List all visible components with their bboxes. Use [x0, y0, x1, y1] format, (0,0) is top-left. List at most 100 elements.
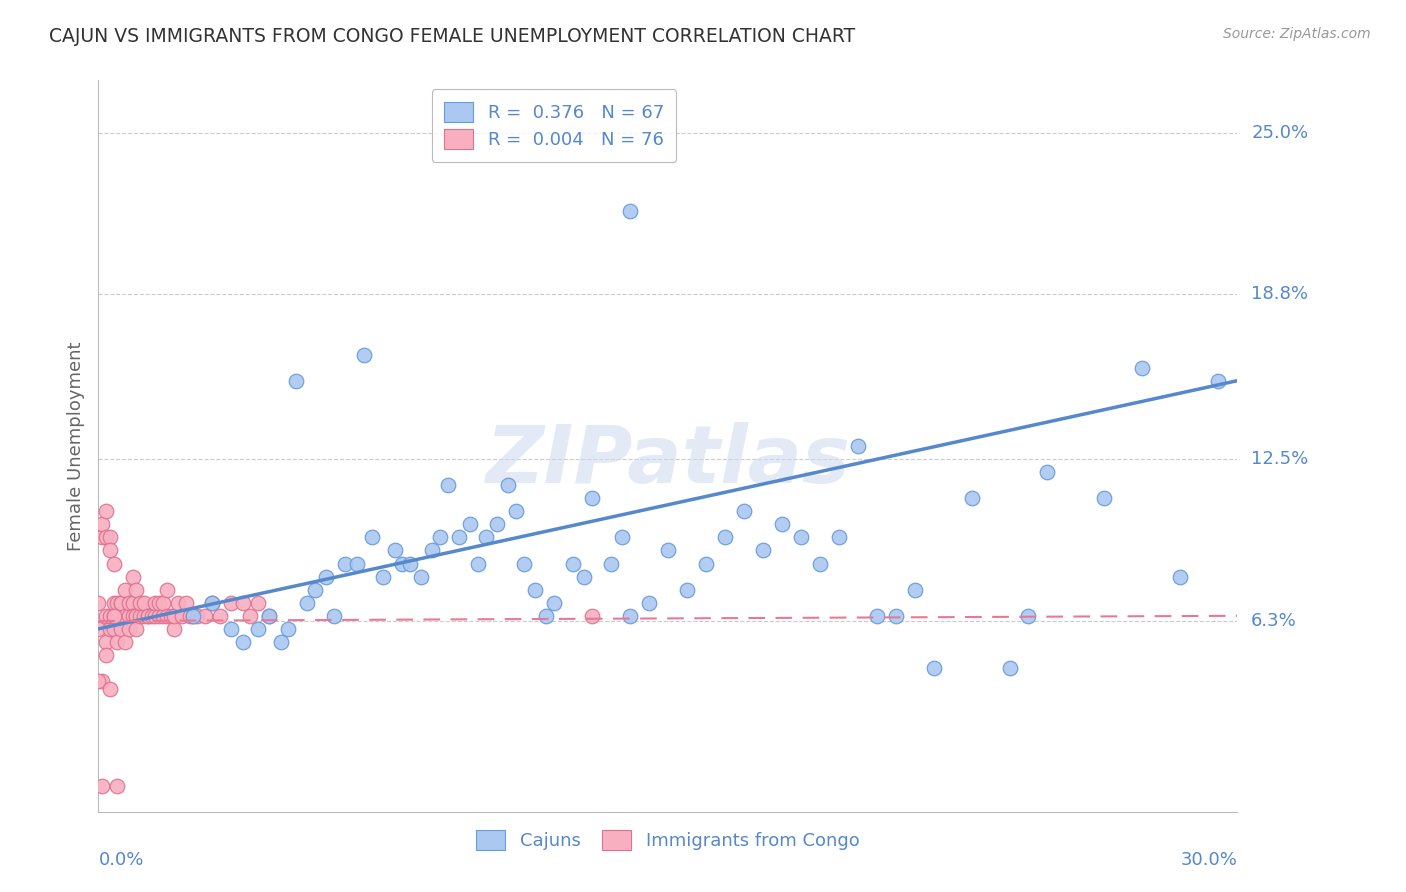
Point	[600, 557, 623, 571]
Point	[676, 582, 699, 597]
Point	[770, 517, 793, 532]
Point	[1018, 608, 1040, 623]
Point	[790, 530, 813, 544]
Point	[486, 517, 509, 532]
Point	[87, 674, 110, 689]
Point	[536, 608, 558, 623]
Point	[163, 608, 186, 623]
Point	[118, 608, 141, 623]
Point	[904, 582, 927, 597]
Point	[145, 608, 167, 623]
Point	[98, 608, 121, 623]
Point	[619, 203, 641, 218]
Point	[174, 596, 197, 610]
Point	[346, 557, 368, 571]
Point	[1170, 569, 1192, 583]
Point	[129, 596, 152, 610]
Point	[114, 608, 136, 623]
Point	[148, 596, 170, 610]
Point	[436, 478, 458, 492]
Point	[391, 557, 413, 571]
Point	[232, 635, 254, 649]
Point	[156, 608, 179, 623]
Text: 0.0%: 0.0%	[98, 851, 143, 869]
Point	[125, 608, 148, 623]
Point	[145, 596, 167, 610]
Text: CAJUN VS IMMIGRANTS FROM CONGO FEMALE UNEMPLOYMENT CORRELATION CHART: CAJUN VS IMMIGRANTS FROM CONGO FEMALE UN…	[49, 27, 855, 45]
Point	[460, 517, 482, 532]
Point	[512, 557, 534, 571]
Point	[87, 622, 110, 636]
Point	[429, 530, 451, 544]
Point	[752, 543, 775, 558]
Point	[733, 504, 755, 518]
Point	[524, 582, 547, 597]
Point	[136, 608, 159, 623]
Point	[103, 557, 125, 571]
Point	[297, 596, 319, 610]
Point	[98, 530, 121, 544]
Point	[422, 543, 444, 558]
Point	[581, 491, 603, 506]
Point	[91, 674, 114, 689]
Point	[259, 608, 281, 623]
Point	[152, 596, 174, 610]
Point	[960, 491, 983, 506]
Text: 12.5%: 12.5%	[1251, 450, 1309, 468]
Point	[384, 543, 406, 558]
Point	[239, 608, 262, 623]
Point	[94, 530, 117, 544]
Point	[322, 608, 344, 623]
Point	[360, 530, 382, 544]
Point	[159, 608, 181, 623]
Point	[91, 779, 114, 793]
Point	[107, 608, 129, 623]
Point	[103, 622, 125, 636]
Point	[304, 582, 326, 597]
Point	[98, 543, 121, 558]
Point	[94, 504, 117, 518]
Point	[98, 622, 121, 636]
Point	[270, 635, 292, 649]
Point	[186, 608, 208, 623]
Point	[335, 557, 357, 571]
Point	[132, 608, 155, 623]
Point	[201, 596, 224, 610]
Point	[110, 596, 132, 610]
Point	[277, 622, 299, 636]
Point	[353, 348, 375, 362]
Point	[125, 608, 148, 623]
Point	[619, 608, 641, 623]
Text: 6.3%: 6.3%	[1251, 612, 1296, 630]
Point	[103, 608, 125, 623]
Text: 25.0%: 25.0%	[1251, 123, 1309, 142]
Point	[136, 608, 159, 623]
Text: Source: ZipAtlas.com: Source: ZipAtlas.com	[1223, 27, 1371, 41]
Point	[91, 530, 114, 544]
Point	[1132, 360, 1154, 375]
Point	[449, 530, 471, 544]
Point	[998, 661, 1021, 675]
Point	[183, 608, 205, 623]
Point	[922, 661, 945, 675]
Point	[148, 608, 170, 623]
Point	[167, 596, 190, 610]
Text: 18.8%: 18.8%	[1251, 285, 1308, 303]
Point	[121, 608, 143, 623]
Point	[179, 608, 201, 623]
Point	[194, 608, 217, 623]
Point	[638, 596, 661, 610]
Point	[121, 569, 143, 583]
Point	[284, 374, 307, 388]
Legend: Cajuns, Immigrants from Congo: Cajuns, Immigrants from Congo	[470, 823, 866, 857]
Point	[107, 779, 129, 793]
Point	[467, 557, 489, 571]
Point	[201, 596, 224, 610]
Point	[846, 439, 869, 453]
Point	[232, 596, 254, 610]
Point	[163, 622, 186, 636]
Point	[562, 557, 585, 571]
Point	[371, 569, 394, 583]
Point	[866, 608, 889, 623]
Point	[121, 596, 143, 610]
